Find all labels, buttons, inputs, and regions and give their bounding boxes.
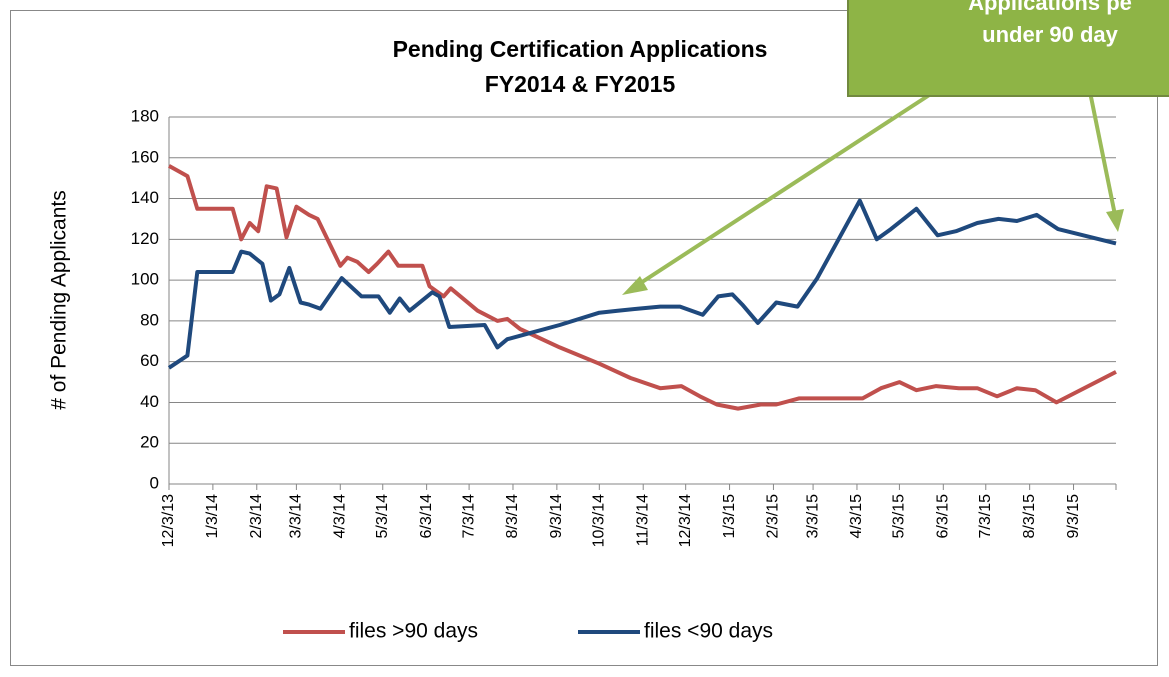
- series-line: [168, 164, 1117, 411]
- x-tick-label: 3/3/15: [804, 494, 821, 539]
- annotation-text: Applications pe: [968, 0, 1132, 15]
- x-tick-label: 1/3/14: [204, 494, 221, 539]
- x-tick-label: 9/3/15: [1065, 494, 1082, 539]
- legend-label: files >90 days: [349, 620, 478, 643]
- x-tick-label: 12/3/13: [160, 494, 177, 547]
- series-line: [167, 198, 1117, 370]
- x-tick-label: 6/3/15: [935, 494, 952, 539]
- y-tick-label: 80: [140, 310, 159, 329]
- arrow: [1088, 91, 1117, 216]
- annotation-box: [847, 0, 1169, 97]
- x-tick-label: 4/3/15: [848, 494, 865, 539]
- x-tick-label: 12/3/14: [677, 494, 694, 547]
- chart-border: [10, 10, 1158, 666]
- y-tick-label: 120: [131, 229, 159, 248]
- y-tick-label: 160: [131, 147, 159, 166]
- x-tick-label: 2/3/14: [248, 494, 265, 539]
- x-tick-label: 8/3/14: [504, 494, 521, 539]
- x-tick-label: 9/3/14: [548, 494, 565, 539]
- legend-label: files <90 days: [644, 620, 773, 643]
- annotation: Applications pe under 90 day: [847, 0, 1169, 97]
- x-tick-label: 10/3/14: [591, 494, 608, 547]
- y-tick-label: 40: [140, 392, 159, 411]
- arrow: [634, 86, 942, 288]
- x-tick-label: 11/3/14: [634, 494, 651, 546]
- y-tick-label: 180: [131, 106, 159, 125]
- y-tick-label: 0: [150, 473, 159, 492]
- x-tick-label: 5/3/14: [374, 494, 391, 539]
- x-tick-label: 5/3/15: [891, 494, 908, 539]
- x-tick-label: 1/3/15: [721, 494, 738, 539]
- x-tick-label: 8/3/15: [1021, 494, 1038, 539]
- legend: files >90 days files <90 days: [283, 620, 773, 643]
- x-tick-label: 7/3/15: [977, 494, 994, 539]
- x-tick-label: 7/3/14: [460, 494, 477, 539]
- y-tick-label: 20: [140, 433, 159, 452]
- chart-subtitle: FY2014 & FY2015: [485, 71, 676, 97]
- y-axis-label: # of Pending Applicants: [48, 190, 71, 410]
- y-tick-label: 140: [131, 188, 159, 207]
- x-tick-label: 3/3/14: [288, 494, 305, 539]
- y-tick-label: 100: [131, 270, 159, 289]
- annotation-arrows: [622, 86, 1124, 295]
- arrow-head: [1106, 209, 1124, 232]
- chart-title: Pending Certification Applications: [393, 36, 768, 62]
- x-tick-label: 2/3/15: [765, 494, 782, 539]
- x-tick-label: 6/3/14: [418, 494, 435, 539]
- y-tick-label: 60: [140, 351, 159, 370]
- annotation-text: under 90 day: [982, 22, 1118, 47]
- arrow-head: [622, 276, 648, 295]
- x-tick-label: 4/3/14: [331, 494, 348, 539]
